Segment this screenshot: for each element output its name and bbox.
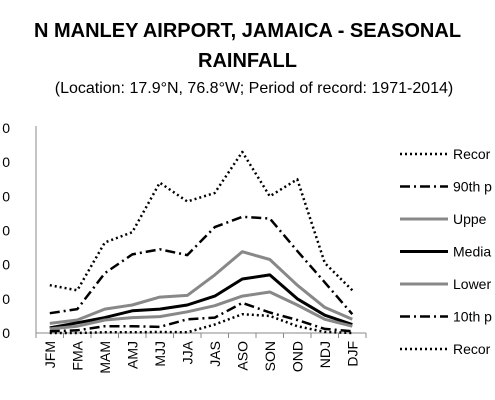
series-line-1 [49,150,354,292]
y-tick-label: 0 [2,291,10,307]
x-tick-label: FMA [69,340,85,370]
legend-label-5: Lower [453,276,491,292]
y-tick-labels: 0 0 0 0 0 0 0 [2,120,10,341]
y-tick-label: 0 [2,188,10,204]
legend-label-3: Uppe [453,211,487,227]
x-tick-label: SON [262,341,278,371]
x-tick-label: OND [289,341,305,372]
series-lines [49,150,354,335]
x-tick-label: ASO [234,341,250,371]
series-line-7 [49,312,353,335]
x-tick-label: JFM [42,341,58,368]
x-tick-label: AMJ [124,341,140,369]
y-tick-label: 0 [2,120,10,136]
legend-label-1: Recor [453,146,491,162]
legend-label-2: 90th p [453,179,492,195]
legend-label-6: 10th p [453,309,492,325]
y-tick-label: 0 [2,154,10,170]
x-tick-label: JAS [207,341,223,367]
series-line-2 [49,215,354,316]
chart-title: N MANLEY AIRPORT, JAMAICA - SEASONAL RAI… [33,20,462,72]
legend-label-7: Recor [453,341,491,357]
x-tick-labels: JFM FMA MAM AMJ MJJ JJA JAS ASO SON OND NDJ DJF [42,340,361,373]
series-line-3 [49,250,353,325]
y-tick-label: 0 [2,257,10,273]
x-tick-label: MAM [97,341,113,374]
x-tick-label: DJF [344,341,360,367]
chart-subtitle: (Location: 17.9°N, 76.8°W; Period of rec… [54,80,454,97]
legend-label-4: Media [453,244,491,260]
legend: Recor 90th p Uppe Media Lower 10th p Recor [400,146,492,357]
y-tick-label: 0 [2,223,10,239]
x-tick-label: JJA [179,340,195,364]
series-line-5 [49,290,353,331]
series-line-4 [49,273,353,330]
y-tick-label: 0 [2,325,10,341]
x-tick-label: NDJ [317,341,333,368]
chart-axes [35,126,367,338]
x-tick-label: MJJ [152,341,168,367]
series-line-6 [49,301,353,333]
